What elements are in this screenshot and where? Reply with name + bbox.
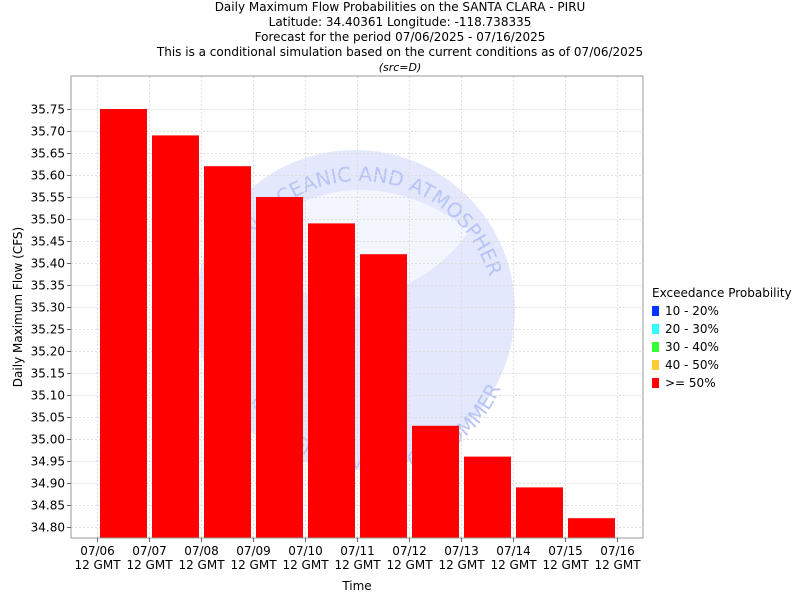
- x-tick-date: 07/16: [600, 544, 635, 558]
- flow-bar: [308, 223, 355, 538]
- legend-item: 30 - 40%: [652, 338, 792, 356]
- legend-label: 20 - 30%: [665, 322, 719, 336]
- y-tick-label: 35.25: [31, 323, 65, 337]
- legend-label: 30 - 40%: [665, 340, 719, 354]
- x-tick-date: 07/09: [236, 544, 271, 558]
- legend-item: 40 - 50%: [652, 356, 792, 374]
- y-tick-label: 35.10: [31, 389, 65, 403]
- y-tick-label: 35.50: [31, 213, 65, 227]
- x-tick-date: 07/13: [444, 544, 479, 558]
- x-tick-time: 12 GMT: [594, 558, 641, 572]
- legend-item: >= 50%: [652, 374, 792, 392]
- y-tick-label: 35.70: [31, 125, 65, 139]
- y-tick-label: 35.05: [31, 411, 65, 425]
- y-tick-label: 34.80: [31, 521, 65, 535]
- legend-label: 10 - 20%: [665, 304, 719, 318]
- legend-swatch: [652, 306, 659, 316]
- y-tick-label: 35.40: [31, 257, 65, 271]
- flow-bar: [464, 456, 511, 538]
- y-tick-label: 35.15: [31, 367, 65, 381]
- legend-label: 40 - 50%: [665, 358, 719, 372]
- x-tick-time: 12 GMT: [542, 558, 589, 572]
- legend-swatch: [652, 378, 659, 388]
- flow-bar: [100, 109, 147, 538]
- chart-bars: [100, 109, 615, 538]
- y-tick-label: 35.45: [31, 235, 65, 249]
- flow-bar: [204, 166, 251, 538]
- flow-bar: [516, 487, 563, 538]
- x-tick-date: 07/14: [496, 544, 531, 558]
- legend-swatch: [652, 342, 659, 352]
- legend-label: >= 50%: [665, 376, 716, 390]
- y-axis-label: Daily Maximum Flow (CFS): [11, 227, 25, 387]
- y-tick-label: 35.30: [31, 301, 65, 315]
- x-tick-time: 12 GMT: [178, 558, 225, 572]
- legend-item: 10 - 20%: [652, 302, 792, 320]
- chart-title: Daily Maximum Flow Probabilities on the …: [214, 0, 586, 14]
- x-tick-date: 07/15: [548, 544, 583, 558]
- x-tick-time: 12 GMT: [334, 558, 381, 572]
- chart-note: This is a conditional simulation based o…: [156, 45, 644, 59]
- x-tick-time: 12 GMT: [386, 558, 433, 572]
- flow-bar: [412, 425, 459, 538]
- y-tick-label: 34.90: [31, 477, 65, 491]
- y-tick-label: 35.20: [31, 345, 65, 359]
- legend: Exceedance Probability 10 - 20% 20 - 30%…: [652, 284, 792, 392]
- y-tick-label: 35.65: [31, 147, 65, 161]
- x-tick-date: 07/07: [132, 544, 167, 558]
- flow-bar: [568, 518, 615, 538]
- x-tick-date: 07/10: [288, 544, 323, 558]
- y-tick-label: 34.95: [31, 455, 65, 469]
- x-axis-label: Time: [341, 579, 371, 593]
- x-tick-date: 07/12: [392, 544, 427, 558]
- x-tick-time: 12 GMT: [126, 558, 173, 572]
- x-tick-time: 12 GMT: [74, 558, 121, 572]
- y-tick-label: 35.60: [31, 169, 65, 183]
- chart-header: Daily Maximum Flow Probabilities on the …: [0, 0, 800, 75]
- x-tick-date: 07/11: [340, 544, 375, 558]
- flow-bar: [256, 197, 303, 538]
- chart-source: (src=D): [378, 61, 422, 74]
- x-tick-time: 12 GMT: [438, 558, 485, 572]
- x-tick-time: 12 GMT: [282, 558, 329, 572]
- legend-title: Exceedance Probability: [652, 286, 792, 300]
- y-axis: 34.80 34.85 34.90 34.95 35.00 35.05 35.10 35.15…: [31, 103, 71, 535]
- x-tick-time: 12 GMT: [490, 558, 537, 572]
- y-tick-label: 35.00: [31, 433, 65, 447]
- x-tick-date: 07/08: [184, 544, 219, 558]
- y-tick-label: 35.55: [31, 191, 65, 205]
- y-tick-label: 34.85: [31, 499, 65, 513]
- x-tick-time: 12 GMT: [230, 558, 277, 572]
- x-tick-date: 07/06: [80, 544, 115, 558]
- legend-item: 20 - 30%: [652, 320, 792, 338]
- y-tick-label: 35.35: [31, 279, 65, 293]
- chart-location: Latitude: 34.40361 Longitude: -118.73833…: [268, 15, 532, 29]
- legend-swatch: [652, 324, 659, 334]
- flow-bar: [152, 135, 199, 538]
- y-tick-label: 35.75: [31, 103, 65, 117]
- flow-bar: [360, 254, 407, 538]
- legend-swatch: [652, 360, 659, 370]
- chart-period: Forecast for the period 07/06/2025 - 07/…: [254, 30, 546, 44]
